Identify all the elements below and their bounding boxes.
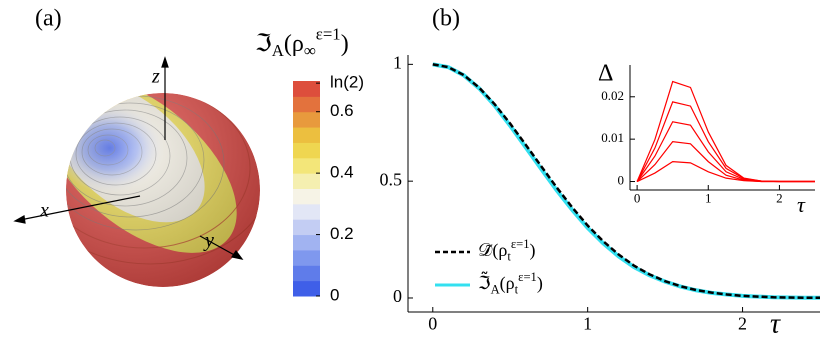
x-axis-label: τ (770, 308, 781, 339)
y-tick-label: 1 (393, 52, 402, 72)
colorbar-band (293, 280, 320, 297)
x-tick-label: 0 (428, 314, 437, 334)
x-tick-label: 1 (583, 314, 592, 334)
colorbar-band (293, 249, 320, 266)
line-series (636, 160, 815, 183)
text-part: A (272, 41, 284, 60)
colorbar-band (293, 81, 320, 97)
colorbar-tick-label: 0.6 (330, 101, 354, 120)
axis-label: y (203, 230, 214, 252)
colorbar-band (293, 157, 320, 174)
axis-label: z (151, 66, 160, 88)
colorbar-band (293, 127, 320, 143)
text-part: A (491, 282, 500, 296)
text-part: ∞ (304, 41, 316, 60)
x-tick-label: 2 (776, 191, 783, 206)
text-part: ) (530, 240, 536, 261)
sphere-axes (13, 56, 244, 260)
legend-entry: 𝒟̃(ρtε=1) (478, 237, 536, 264)
colorbar-band (293, 234, 320, 251)
text-part: ) (537, 273, 543, 294)
text-part: ε=1 (518, 270, 537, 284)
y-tick-label: 0.01 (601, 130, 624, 145)
x-tick-label: 1 (705, 191, 712, 206)
x-axis-label: τ (797, 192, 806, 217)
text-part: (ρ (284, 31, 304, 57)
colorbar-band (293, 203, 320, 220)
text-part: 𝒟̃(ρ (478, 240, 507, 261)
panel-label: (a) (35, 6, 62, 32)
text-part: t (507, 249, 511, 263)
x-tick-label: 2 (738, 314, 747, 334)
text-part: (ρ (500, 273, 515, 294)
colorbar-tick-label: ln(2) (330, 73, 364, 92)
colorbar-band (293, 142, 320, 159)
y-tick-label: 0 (618, 173, 625, 188)
line-series (432, 63, 820, 299)
sphere (66, 93, 260, 287)
colorbar-band (293, 111, 320, 128)
panel-label: (b) (432, 6, 460, 32)
colorbar-band (293, 188, 320, 205)
text-part: ℑ (255, 31, 272, 57)
axis-label: x (39, 200, 49, 222)
colorbar-band (293, 173, 320, 189)
y-axis-label: Δ (598, 61, 613, 87)
y-tick-label: 0.02 (601, 88, 624, 103)
text-part: ε=1 (316, 24, 341, 43)
colorbar-band (293, 96, 320, 113)
y-tick-label: 0 (393, 286, 402, 306)
y-tick-label: 0.5 (380, 169, 403, 189)
text-part: ) (341, 31, 349, 57)
text-part: ℑ̃ (478, 272, 491, 293)
colorbar-tick-label: 0 (330, 285, 339, 304)
text-part: t (515, 282, 519, 296)
colorbar-band (293, 219, 320, 236)
x-tick-label: 0 (634, 191, 641, 206)
text-part: ε=1 (511, 237, 530, 251)
colorbar-tick-label: 0.4 (330, 163, 354, 182)
colorbar-title: ℑA(ρ∞ε=1) (255, 24, 349, 60)
colorbar-tick-label: 0.2 (330, 224, 354, 243)
legend-entry: ℑ̃A(ρtε=1) (478, 270, 543, 297)
colorbar-band (293, 265, 320, 282)
